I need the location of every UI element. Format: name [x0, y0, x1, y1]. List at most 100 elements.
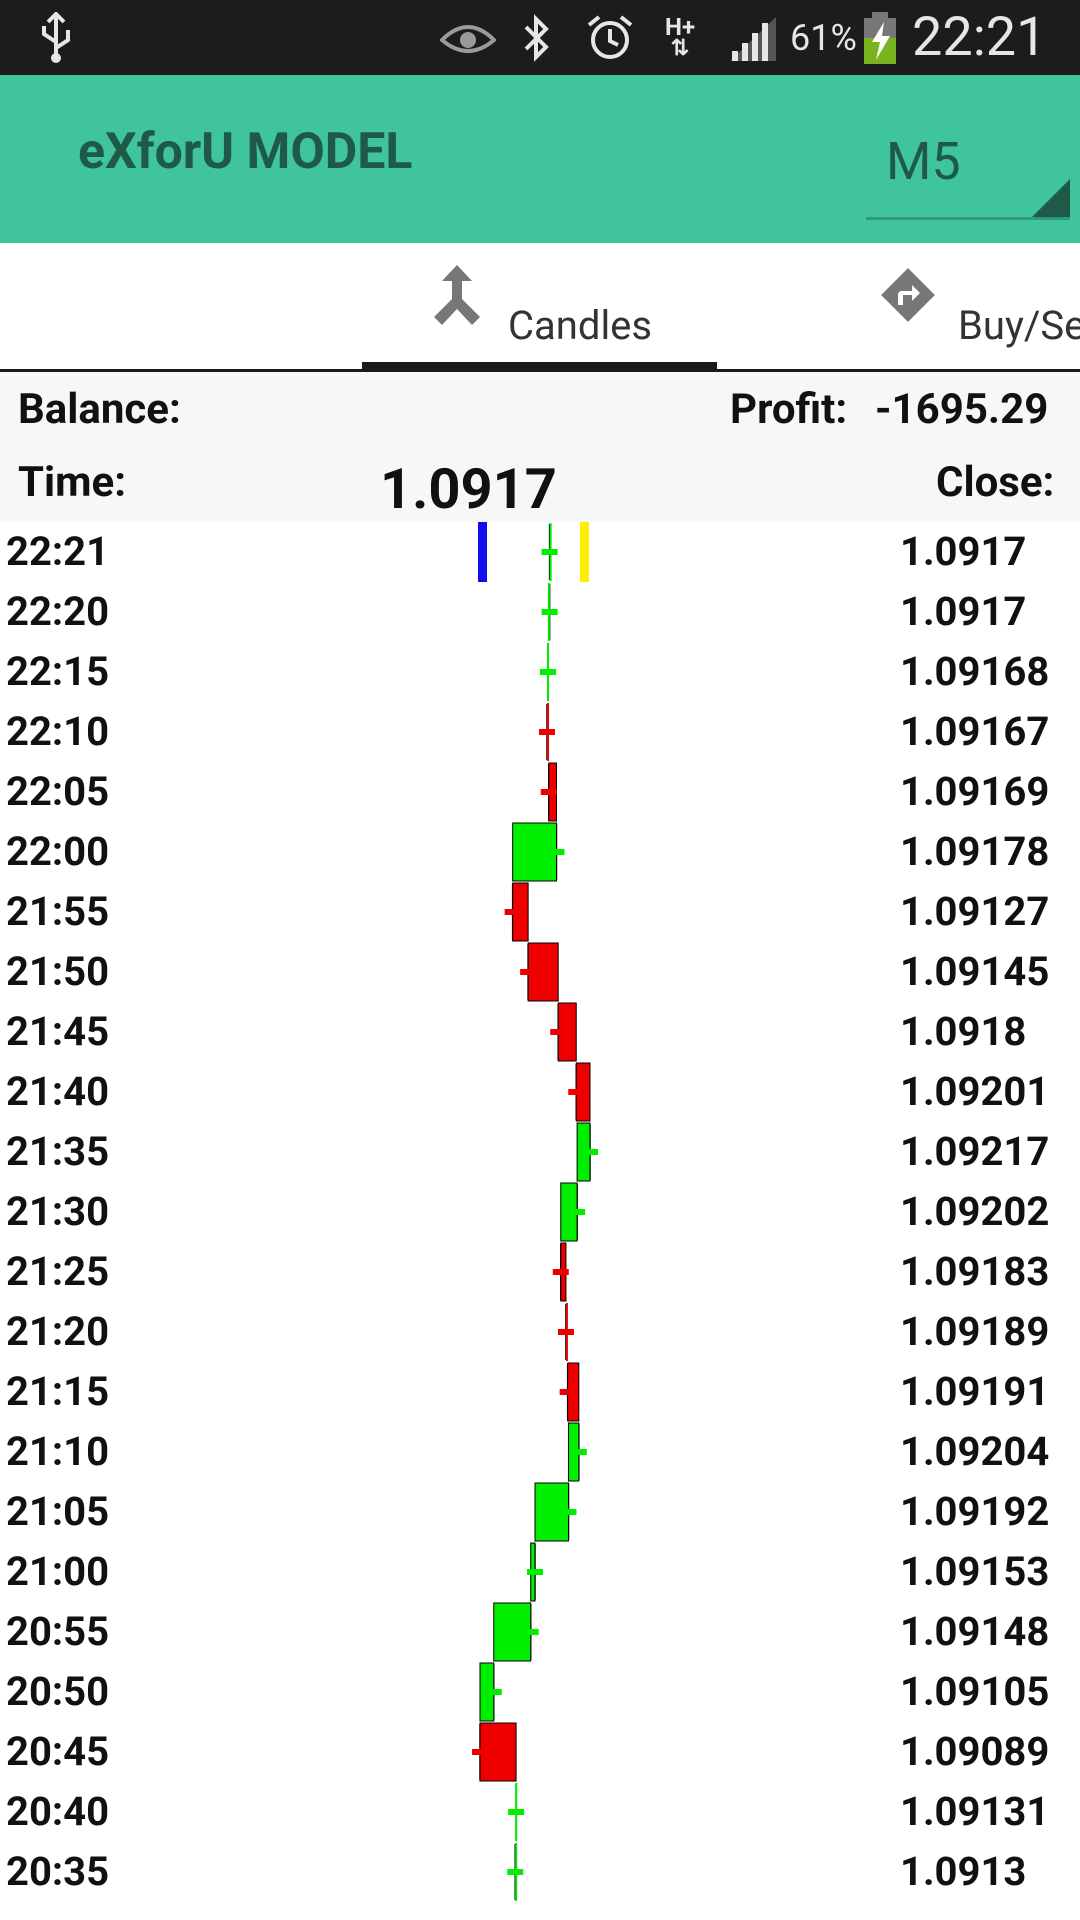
candle-row[interactable]: 21:40 1.09201 — [0, 1062, 1080, 1122]
row-time: 21:30 — [6, 1188, 110, 1235]
hplus-data-icon: H+ ⇅ — [665, 12, 696, 61]
spinner-corner-icon — [1032, 179, 1070, 217]
tab-buy-sell[interactable]: Buy/Se — [860, 243, 1080, 369]
candle-tick — [520, 969, 537, 975]
candle-tick — [548, 849, 565, 855]
candle-tick — [569, 1209, 586, 1215]
row-close: 1.09153 — [900, 1548, 1050, 1595]
balance-label: Balance: — [18, 385, 181, 434]
candle-tick — [541, 609, 558, 615]
candle-row[interactable]: 21:35 1.09217 — [0, 1122, 1080, 1182]
row-close: 1.09204 — [900, 1428, 1050, 1475]
row-time: 21:50 — [6, 948, 110, 995]
candle-list[interactable]: 22:21 1.0917 22:20 1.0917 22:15 1.09168 22:10 1… — [0, 522, 1080, 1920]
row-close: 1.09105 — [900, 1668, 1050, 1715]
current-price: 1.0917 — [380, 456, 557, 522]
candle-row[interactable]: 22:10 1.09167 — [0, 702, 1080, 762]
row-time: 22:20 — [6, 588, 110, 635]
candle-row[interactable]: 21:00 1.09153 — [0, 1542, 1080, 1602]
candle-tick — [472, 1749, 488, 1755]
current-marker-right — [580, 522, 589, 582]
tab-candles[interactable]: Candles — [362, 243, 717, 369]
row-close: 1.09145 — [900, 948, 1050, 995]
battery-charging-icon — [860, 0, 900, 75]
battery-percent: 61% — [790, 16, 857, 59]
row-time: 21:10 — [6, 1428, 110, 1475]
candle-row[interactable]: 22:05 1.09169 — [0, 762, 1080, 822]
candle-row[interactable]: 21:05 1.09192 — [0, 1482, 1080, 1542]
candle-tick — [550, 1029, 567, 1035]
time-label: Time: — [18, 458, 127, 507]
candle-row[interactable]: 21:10 1.09204 — [0, 1422, 1080, 1482]
row-time: 21:25 — [6, 1248, 110, 1295]
row-time: 22:15 — [6, 648, 110, 695]
row-close: 1.09183 — [900, 1248, 1050, 1295]
row-close: 1.09217 — [900, 1128, 1050, 1175]
app-bar: eXforU MODEL M5 — [0, 75, 1080, 243]
tab-indicator — [362, 362, 717, 369]
candle-tick — [527, 1569, 543, 1575]
candle-row[interactable]: 20:55 1.09148 — [0, 1602, 1080, 1662]
candle-tick — [485, 1689, 502, 1695]
candle-row[interactable]: 22:15 1.09168 — [0, 642, 1080, 702]
row-time: 20:40 — [6, 1788, 110, 1835]
bluetooth-icon — [522, 0, 552, 75]
timeframe-spinner[interactable]: M5 — [866, 117, 1070, 220]
row-close: 1.0917 — [900, 528, 1027, 575]
candle-tick — [560, 1509, 577, 1515]
timeframe-value: M5 — [886, 131, 961, 192]
row-close: 1.0917 — [900, 588, 1027, 635]
candle-row[interactable]: 21:55 1.09127 — [0, 882, 1080, 942]
eye-icon — [440, 0, 496, 75]
profit-label: Profit: — [730, 385, 848, 434]
signal-icon — [728, 0, 778, 75]
row-time: 21:35 — [6, 1128, 110, 1175]
candle-row[interactable]: 20:40 1.09131 — [0, 1782, 1080, 1842]
row-close: 1.09202 — [900, 1188, 1050, 1235]
candle-tick — [541, 549, 558, 555]
row-close: 1.09169 — [900, 768, 1050, 815]
current-marker-left — [478, 522, 487, 582]
row-close: 1.09201 — [900, 1068, 1050, 1115]
candle-tick — [539, 669, 556, 675]
close-label: Close: — [936, 458, 1055, 507]
candle-tick — [582, 1149, 598, 1155]
row-close: 1.09189 — [900, 1308, 1050, 1355]
candle-row[interactable]: 22:00 1.09178 — [0, 822, 1080, 882]
row-close: 1.0918 — [900, 1008, 1027, 1055]
row-time: 22:10 — [6, 708, 110, 755]
app-title: eXforU MODEL — [78, 123, 413, 181]
candle-tick — [552, 1269, 569, 1275]
candle-tick — [539, 729, 556, 735]
candle-row[interactable]: 20:50 1.09105 — [0, 1662, 1080, 1722]
row-time: 22:05 — [6, 768, 110, 815]
row-time: 21:55 — [6, 888, 110, 935]
row-time: 21:05 — [6, 1488, 110, 1535]
status-bar: H+ ⇅ 61% 22:21 — [0, 0, 1080, 75]
alarm-icon — [585, 0, 635, 75]
candle-row[interactable]: 21:45 1.0918 — [0, 1002, 1080, 1062]
candle-row[interactable]: 21:15 1.09191 — [0, 1362, 1080, 1422]
candle-row[interactable]: 21:20 1.09189 — [0, 1302, 1080, 1362]
row-close: 1.09127 — [900, 888, 1050, 935]
candle-row[interactable]: 22:21 1.0917 — [0, 522, 1080, 582]
candle-row[interactable]: 21:25 1.09183 — [0, 1242, 1080, 1302]
account-info-panel: Balance: Profit: -1695.29 Time: 1.0917 C… — [0, 372, 1080, 522]
row-time: 21:15 — [6, 1368, 110, 1415]
candle-tick — [522, 1629, 539, 1635]
profit-value: -1695.29 — [875, 385, 1049, 434]
row-time: 22:21 — [6, 528, 110, 575]
status-clock: 22:21 — [912, 6, 1047, 69]
candle-tick — [508, 1809, 525, 1815]
candle-tick — [570, 1449, 587, 1455]
candle-row[interactable]: 21:50 1.09145 — [0, 942, 1080, 1002]
candle-row[interactable]: 22:20 1.0917 — [0, 582, 1080, 642]
row-close: 1.09168 — [900, 648, 1050, 695]
candle-row[interactable]: 20:35 1.0913 — [0, 1842, 1080, 1902]
row-time: 21:40 — [6, 1068, 110, 1115]
candle-row[interactable]: 21:30 1.09202 — [0, 1182, 1080, 1242]
candle-chart — [472, 522, 598, 1901]
row-time: 21:20 — [6, 1308, 110, 1355]
row-close: 1.09192 — [900, 1488, 1050, 1535]
candle-row[interactable]: 20:45 1.09089 — [0, 1722, 1080, 1782]
